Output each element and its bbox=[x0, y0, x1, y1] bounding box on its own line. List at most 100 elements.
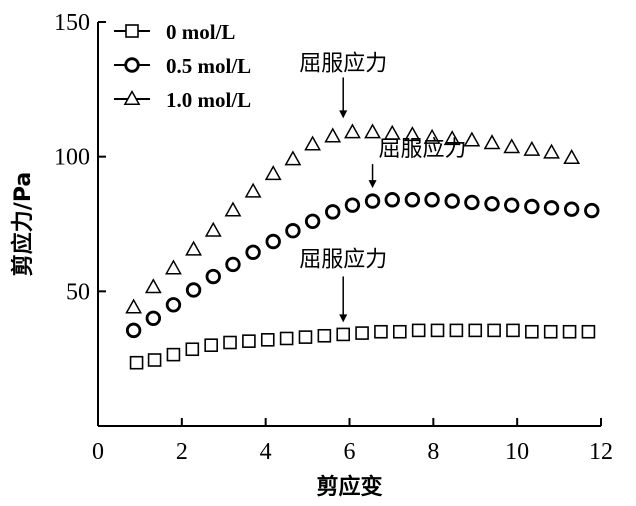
data-point-triangle bbox=[244, 182, 262, 198]
data-point-square bbox=[129, 355, 144, 370]
data-point-circle bbox=[185, 282, 202, 298]
data-point-square bbox=[374, 324, 388, 339]
data-point-square bbox=[185, 342, 200, 357]
data-marks bbox=[125, 123, 600, 370]
x-tick-label: 10 bbox=[505, 439, 529, 465]
data-point-triangle bbox=[284, 150, 302, 166]
data-point-triangle bbox=[423, 128, 441, 144]
data-point-circle bbox=[265, 233, 281, 250]
data-point-triangle bbox=[463, 131, 481, 147]
y-tick-label: 100 bbox=[54, 145, 90, 171]
data-point-circle bbox=[504, 197, 520, 213]
data-point-square bbox=[392, 324, 407, 339]
annotation-label: 屈服应力 bbox=[299, 51, 387, 76]
legend-label: 0 mol/L bbox=[166, 20, 235, 44]
data-point-triangle bbox=[563, 148, 581, 165]
data-point-square bbox=[260, 333, 275, 347]
legend: 0 mol/L 0.5 mol/L 1.0 mol/L bbox=[114, 20, 251, 112]
data-point-circle bbox=[384, 192, 400, 208]
data-point-circle bbox=[584, 202, 600, 219]
data-point-triangle bbox=[264, 165, 282, 181]
data-point-square bbox=[468, 323, 483, 338]
data-point-square bbox=[411, 323, 426, 338]
data-point-triangle bbox=[144, 278, 162, 294]
legend-label: 0.5 mol/L bbox=[166, 54, 251, 78]
data-point-circle bbox=[285, 223, 301, 239]
data-point-triangle bbox=[483, 134, 501, 150]
legend-marker-circle bbox=[124, 57, 140, 73]
data-point-square bbox=[166, 347, 181, 362]
data-point-square bbox=[581, 324, 596, 339]
data-point-square bbox=[355, 326, 369, 340]
data-point-triangle bbox=[224, 201, 242, 217]
data-point-square bbox=[449, 323, 464, 338]
data-point-circle bbox=[464, 194, 480, 211]
data-point-circle bbox=[165, 297, 182, 313]
annotation-arrowhead bbox=[339, 314, 348, 323]
data-point-circle bbox=[424, 192, 440, 208]
data-point-triangle bbox=[503, 138, 521, 154]
x-tick-label: 12 bbox=[589, 439, 613, 465]
y-tick-label: 150 bbox=[54, 10, 90, 36]
data-point-circle bbox=[404, 192, 421, 208]
y-axis-title: 剪应力/Pa bbox=[10, 172, 36, 276]
data-point-square bbox=[242, 334, 256, 348]
x-tick-label: 8 bbox=[427, 439, 439, 465]
data-point-square bbox=[525, 324, 539, 339]
data-point-circle bbox=[563, 201, 580, 217]
data-point-square bbox=[430, 323, 445, 338]
annotation-arrowhead bbox=[339, 110, 348, 119]
legend-marker-square bbox=[125, 24, 139, 38]
data-point-triangle bbox=[443, 130, 461, 146]
legend-label: 1.0 mol/L bbox=[166, 88, 251, 112]
data-point-circle bbox=[543, 200, 560, 216]
legend-marker-triangle bbox=[123, 89, 141, 105]
annotation-arrowhead bbox=[368, 180, 377, 189]
data-point-circle bbox=[444, 193, 460, 209]
data-point-circle bbox=[145, 310, 162, 326]
data-point-triangle bbox=[364, 123, 381, 139]
data-point-circle bbox=[225, 256, 241, 273]
data-point-triangle bbox=[383, 124, 401, 140]
data-point-square bbox=[279, 331, 294, 346]
data-point-circle bbox=[325, 204, 341, 220]
data-point-circle bbox=[484, 196, 500, 212]
data-point-square bbox=[147, 353, 162, 367]
data-point-square bbox=[204, 338, 218, 353]
data-point-triangle bbox=[185, 240, 202, 256]
data-point-triangle bbox=[324, 127, 342, 143]
data-point-triangle bbox=[344, 123, 361, 139]
axes: 0 2 4 6 8 10 12 50 100 150 剪应变 剪应力/Pa bbox=[10, 10, 613, 500]
x-tick-label: 0 bbox=[92, 439, 104, 465]
data-point-triangle bbox=[403, 126, 421, 142]
data-point-triangle bbox=[523, 140, 541, 156]
data-point-square bbox=[223, 335, 237, 350]
data-point-square bbox=[298, 330, 313, 344]
data-point-triangle bbox=[125, 298, 143, 314]
x-tick-label: 2 bbox=[176, 439, 188, 465]
data-point-triangle bbox=[204, 221, 222, 237]
y-tick-label: 50 bbox=[66, 279, 90, 305]
data-point-square bbox=[562, 324, 577, 339]
data-point-circle bbox=[344, 197, 361, 213]
data-point-circle bbox=[125, 322, 142, 339]
data-point-square bbox=[506, 323, 520, 338]
data-point-circle bbox=[524, 198, 540, 215]
data-point-square bbox=[487, 323, 501, 338]
data-point-square bbox=[543, 324, 558, 339]
data-point-square bbox=[336, 327, 351, 342]
data-point-triangle bbox=[543, 143, 560, 159]
x-axis-title: 剪应变 bbox=[316, 474, 382, 500]
annotation-label: 屈服应力 bbox=[379, 137, 467, 162]
x-tick-label: 4 bbox=[260, 439, 272, 465]
annotation-label: 屈服应力 bbox=[299, 247, 387, 272]
data-point-triangle bbox=[304, 135, 322, 151]
data-point-circle bbox=[304, 213, 321, 230]
data-point-square bbox=[317, 328, 332, 343]
x-tick-label: 6 bbox=[344, 439, 356, 465]
data-point-circle bbox=[205, 268, 221, 285]
data-point-triangle bbox=[165, 259, 182, 275]
data-point-circle bbox=[364, 193, 381, 209]
